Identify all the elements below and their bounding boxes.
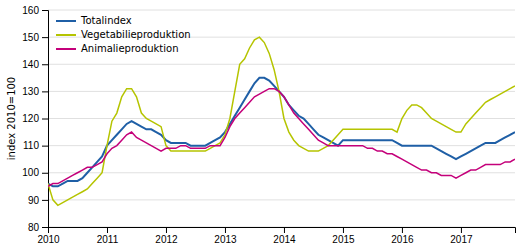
y-tick-mark — [42, 119, 48, 120]
series-line — [48, 37, 515, 205]
legend-swatch — [56, 20, 76, 22]
y-tick-label: 90 — [28, 195, 40, 206]
grid-line — [48, 199, 515, 200]
x-tick-label: 2012 — [155, 234, 178, 245]
x-tick: 2010 — [37, 227, 60, 245]
y-tick: 160 — [22, 5, 48, 16]
legend-item: Vegetabilieproduktion — [56, 29, 191, 40]
x-tick: 2015 — [332, 227, 355, 245]
y-tick: 120 — [22, 113, 48, 124]
series-line — [48, 78, 515, 187]
legend-label: Totalindex — [80, 15, 132, 26]
y-tick: 150 — [22, 32, 48, 43]
y-tick-mark — [42, 37, 48, 38]
x-tick: 2013 — [214, 227, 237, 245]
y-tick-label: 120 — [22, 113, 39, 124]
y-tick-mark — [42, 173, 48, 174]
y-tick: 90 — [28, 195, 48, 206]
grid-line — [48, 64, 515, 65]
y-tick-label: 160 — [22, 5, 39, 16]
x-tick: 2011 — [97, 227, 119, 245]
y-tick: 130 — [22, 86, 48, 97]
y-tick-label: 110 — [23, 140, 39, 151]
legend-swatch — [56, 34, 76, 36]
grid-line — [48, 172, 515, 173]
y-axis-line — [42, 11, 49, 228]
x-tick: 2017 — [450, 227, 473, 245]
x-tick-label: 2013 — [214, 234, 237, 245]
x-tick-label: 2017 — [450, 234, 473, 245]
y-axis-title: index 2010=100 — [6, 77, 17, 160]
grid-line — [48, 10, 515, 11]
y-tick-label: 130 — [22, 86, 39, 97]
x-tick-label: 2016 — [391, 234, 414, 245]
x-axis: 2010 2011 2012 2013 2014 2015 2016 2017 — [37, 227, 515, 245]
chart: 2010 2011 2012 2013 2014 2015 2016 2017 80 90 100 1… — [0, 0, 529, 249]
x-tick: 2014 — [273, 227, 296, 245]
x-tick: 2012 — [155, 227, 178, 245]
x-axis-line — [49, 228, 516, 234]
series-line — [48, 89, 515, 187]
legend-label: Animalieproduktion — [81, 43, 179, 54]
x-tick-label: 2014 — [273, 234, 296, 245]
y-tick: 100 — [22, 167, 48, 178]
x-tick-mark — [107, 227, 108, 233]
y-tick-mark — [42, 64, 48, 65]
grid-line — [48, 91, 515, 92]
y-tick-mark — [42, 91, 48, 92]
legend: Totalindex Vegetabilieproduktion Animaliep… — [56, 15, 191, 54]
x-tick-mark — [225, 227, 226, 233]
x-tick-label: 2010 — [37, 234, 60, 245]
y-tick-mark — [42, 200, 48, 201]
y-tick-mark — [42, 227, 48, 228]
legend-item: Animalieproduktion — [56, 43, 179, 54]
plot: 2010 2011 2012 2013 2014 2015 2016 2017 80 90 100 1… — [22, 5, 515, 245]
x-tick: 2016 — [391, 227, 414, 245]
legend-label: Vegetabilieproduktion — [81, 29, 191, 40]
y-tick: 110 — [23, 140, 48, 151]
y-tick-label: 80 — [28, 222, 40, 233]
x-tick-mark — [402, 227, 403, 233]
x-tick-mark — [461, 227, 462, 233]
x-tick-mark — [343, 227, 344, 233]
y-tick-mark — [42, 10, 48, 11]
y-tick-label: 150 — [22, 32, 39, 43]
grid-line — [48, 118, 515, 119]
y-tick-label: 100 — [22, 167, 39, 178]
lines — [48, 37, 515, 205]
x-tick-mark — [166, 227, 167, 233]
y-tick-mark — [42, 146, 48, 147]
y-axis: 80 90 100 110 120 130 140 150 160 — [22, 5, 48, 233]
y-tick: 80 — [28, 222, 48, 233]
legend-item: Totalindex — [56, 15, 132, 26]
y-tick-label: 140 — [22, 59, 39, 70]
x-tick-label: 2015 — [332, 234, 355, 245]
legend-swatch — [56, 48, 76, 50]
x-tick-mark — [284, 227, 285, 233]
grid — [48, 10, 515, 227]
x-tick-label: 2011 — [97, 234, 119, 245]
y-tick: 140 — [22, 59, 48, 70]
